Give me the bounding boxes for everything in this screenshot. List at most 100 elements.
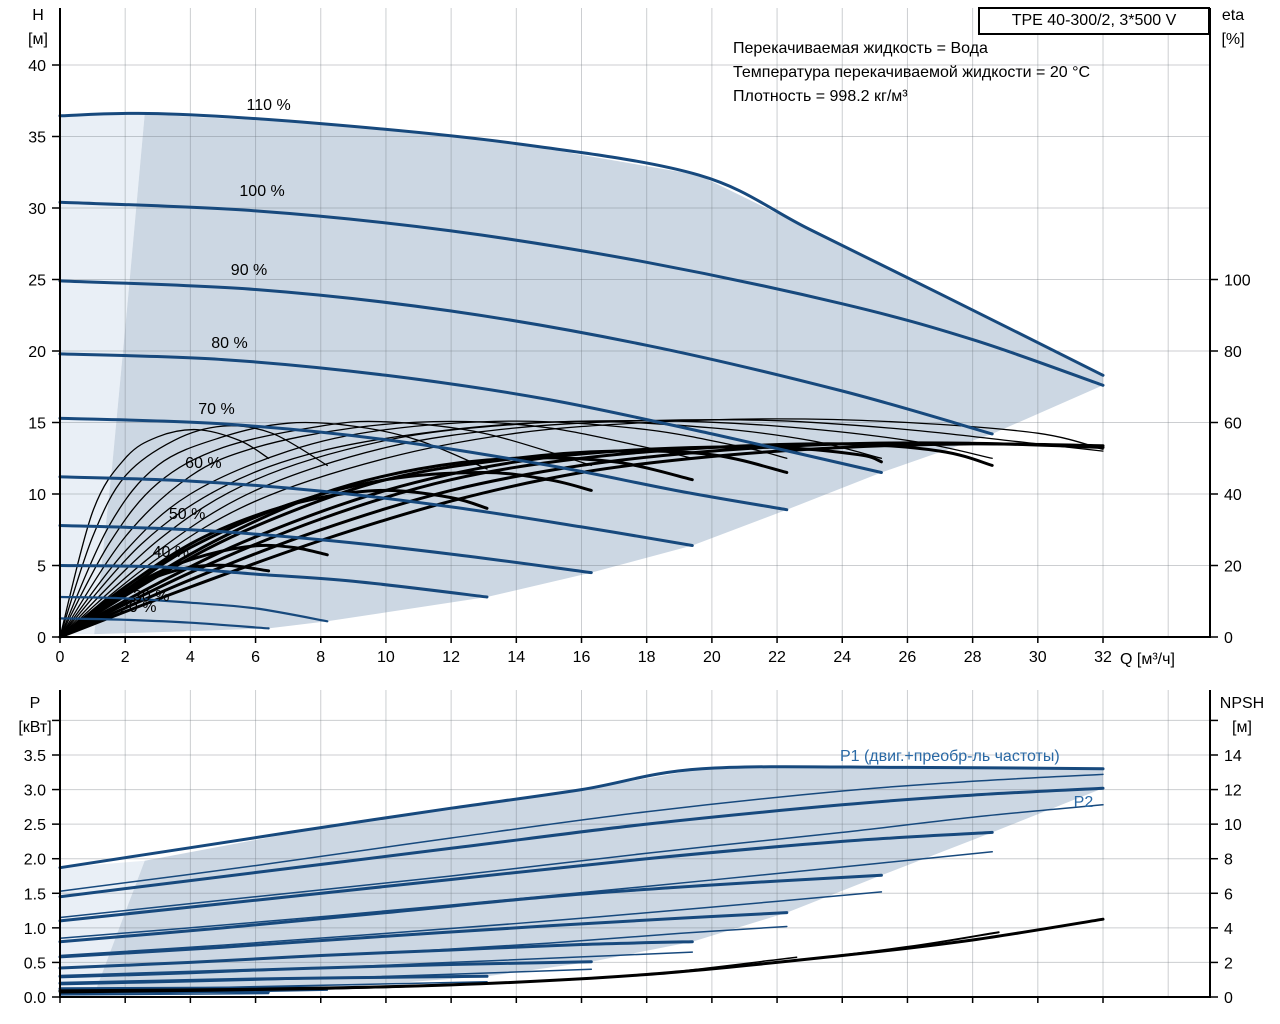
q-tick-label: 6 [251, 649, 260, 666]
eta-curve-total-40% [58, 488, 489, 639]
npsh-axis-title: NPSH [м] [1219, 695, 1265, 736]
eta-curve-thin-50% [59, 420, 592, 638]
npsh-tick-label: 2 [1224, 955, 1233, 972]
eta-tick-label: 40 [1224, 487, 1242, 504]
p1-curve-50% [58, 960, 593, 978]
hq-curve-30% [58, 595, 329, 623]
eta-curve-thin-70% [59, 420, 788, 638]
p-tick-label: 1.5 [24, 886, 46, 903]
h-tick-label: 20 [28, 344, 46, 361]
info-line-temperature: Температура перекачиваемой жидкости = 20… [733, 64, 1091, 81]
eta-tick-label: 80 [1224, 344, 1242, 361]
hq-curve-70% [58, 416, 789, 512]
p2-curve-100% [59, 804, 1104, 919]
q-tick-label: 0 [56, 649, 65, 666]
q-tick-label: 22 [768, 649, 786, 666]
npsh-tick-label: 4 [1224, 921, 1233, 938]
q-tick-label: 8 [316, 649, 325, 666]
eta-curve-total-20% [58, 563, 271, 639]
hq-curve-90% [58, 279, 994, 436]
p1-curve-110% [58, 765, 1105, 870]
eta-curve-total-100% [58, 441, 1105, 639]
q-tick-label: 14 [507, 649, 525, 666]
duty-envelope-light-fill [60, 114, 145, 635]
q-tick-label: 30 [1029, 649, 1047, 666]
hq-curve-40% [58, 564, 489, 599]
h-axis-title: H [м] [28, 7, 48, 48]
p-tick-label: 3.5 [24, 748, 46, 765]
hq-eta-chart-canvas: 0 2 4 6 8 10 12 14 16 18 20 22 24 26 28 30 3205101520253… [28, 8, 1251, 666]
pump-type-box: TPE 40-300/2, 3*500 V [978, 7, 1210, 35]
p1-curve-40% [58, 974, 489, 985]
eta-curve-thin-110% [59, 418, 1104, 638]
p2-curve-80% [59, 891, 883, 957]
q-tick-label: 24 [833, 649, 851, 666]
hq-curve-20% [58, 617, 270, 630]
p2-curve-110% [59, 773, 1104, 892]
h-tick-label: 30 [28, 201, 46, 218]
eta-curve-thin-100% [59, 419, 1104, 638]
h-tick-label: 0 [37, 630, 46, 647]
eta-tick-label: 0 [1224, 630, 1233, 647]
hq-curve-100% [58, 200, 1105, 387]
hq-curve-80% [58, 352, 883, 474]
p2-curve-label: P2 [1073, 794, 1094, 812]
h-tick-label: 25 [28, 273, 46, 290]
h-tick-label: 10 [28, 487, 46, 504]
q-tick-label: 2 [121, 649, 130, 666]
speed-label-30%: 30 % [133, 587, 170, 605]
p-tick-label: 2.0 [24, 852, 46, 869]
p-tick-label: 0.5 [24, 955, 46, 972]
speed-label-90%: 90 % [230, 261, 268, 279]
eta-curve-thin-30% [59, 425, 328, 638]
p-axis-title: P [кВт] [18, 695, 52, 736]
speed-label-110%: 110 % [246, 97, 291, 115]
eta-curve-total-70% [58, 449, 789, 639]
speed-label-20%: 20 % [119, 599, 157, 617]
eta-tick-label: 100 [1224, 273, 1251, 290]
npsh-curve-NPSH90% [59, 956, 798, 994]
p2-curve-20% [59, 992, 270, 996]
p1-curve-90% [58, 830, 994, 923]
npsh-tick-label: 8 [1224, 852, 1233, 869]
h-tick-label: 15 [28, 416, 46, 433]
h-tick-label: 40 [28, 58, 46, 75]
eta-curve-thin-60% [59, 420, 693, 638]
p-tick-label: 0.0 [24, 990, 46, 1007]
eta-axis-title: eta [%] [1221, 7, 1245, 48]
eta-curve-thin-20% [59, 428, 270, 638]
q-tick-label: 18 [638, 649, 656, 666]
speed-label-50%: 50 % [168, 506, 206, 524]
npsh-tick-label: 6 [1224, 886, 1233, 903]
q-axis-title: Q [м³/ч] [1120, 651, 1175, 668]
npsh-tick-label: 10 [1224, 817, 1242, 834]
p-tick-label: 2.5 [24, 817, 46, 834]
eta-tick-label: 20 [1224, 559, 1242, 576]
q-tick-label: 32 [1094, 649, 1112, 666]
eta-curve-total-90% [58, 442, 994, 639]
npsh-tick-label: 14 [1224, 748, 1242, 765]
speed-label-80%: 80 % [211, 334, 248, 352]
hq-curve-110% [58, 111, 1105, 377]
h-tick-label: 5 [37, 559, 46, 576]
p-tick-label: 3.0 [24, 783, 46, 800]
p1-curve-80% [58, 873, 883, 944]
info-line-density: Плотность = 998.2 кг/м³ [733, 88, 908, 105]
power-envelope-fill [94, 766, 1103, 995]
eta-tick-label: 60 [1224, 416, 1242, 433]
speed-label-40%: 40 % [152, 543, 190, 561]
p1-curve-100% [58, 786, 1105, 899]
p1-curve-70% [58, 911, 789, 959]
q-tick-label: 26 [899, 649, 917, 666]
q-tick-label: 4 [186, 649, 195, 666]
speed-label-70%: 70 % [198, 400, 235, 418]
hq-curve-60% [58, 475, 694, 547]
hq-curve-50% [58, 524, 593, 575]
q-tick-label: 16 [573, 649, 591, 666]
info-line-fluid: Перекачиваемая жидкость = Вода [733, 40, 988, 57]
p1-curve-60% [58, 940, 694, 970]
speed-label-100%: 100 % [239, 183, 285, 201]
q-tick-label: 10 [377, 649, 395, 666]
